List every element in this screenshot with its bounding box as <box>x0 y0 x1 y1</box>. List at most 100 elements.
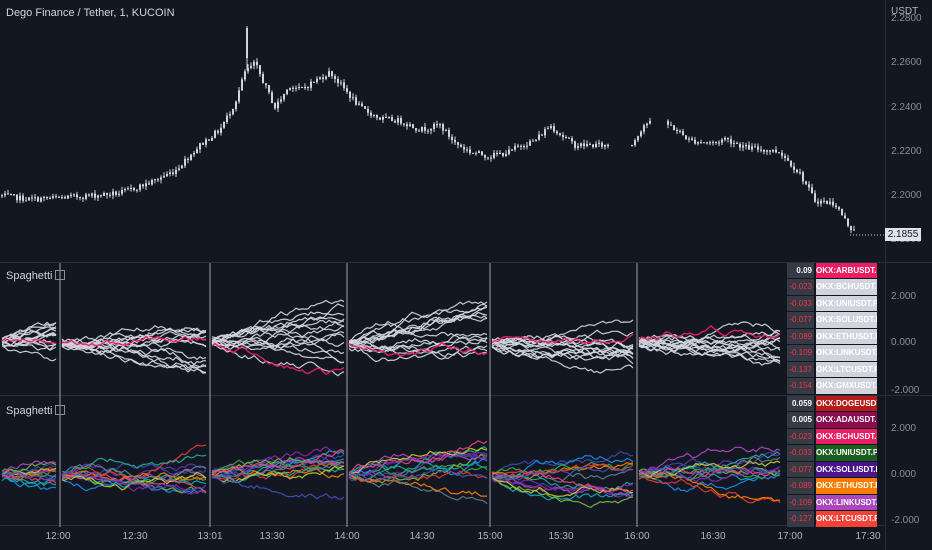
candle-body <box>544 129 546 136</box>
candle-body <box>223 122 225 128</box>
candle-body <box>391 117 393 121</box>
spaghetti-line <box>491 463 634 477</box>
candle-body <box>823 200 825 202</box>
candle-body <box>364 106 366 109</box>
candle-body <box>289 88 291 90</box>
candle-body <box>325 76 327 79</box>
candle-body <box>577 146 579 148</box>
candle-body <box>484 154 486 158</box>
candle-body <box>235 101 237 110</box>
candle-body <box>487 157 489 159</box>
table-row: -0.109 OKX:LINKUSDT.P <box>787 345 877 361</box>
candle-body <box>358 103 360 105</box>
table-symbol: OKX:LTCUSDT.P <box>816 361 877 378</box>
candle-body <box>607 144 609 147</box>
candle-body <box>196 149 198 154</box>
candle-body <box>274 103 276 109</box>
candle-body <box>220 127 222 133</box>
spaghetti-line <box>1 321 57 340</box>
indicator-2-tick-label: -2.000 <box>891 515 920 526</box>
visibility-icon[interactable] <box>55 270 66 280</box>
candle-body <box>850 225 852 230</box>
table-value: -0.109 <box>787 345 814 361</box>
table-value: -0.023 <box>787 279 814 295</box>
table-symbol: OKX:BCHUSDT.P <box>816 279 877 295</box>
candle-body <box>523 145 525 147</box>
candle-body <box>733 143 735 145</box>
candle-body <box>418 130 420 132</box>
candle-body <box>310 81 312 88</box>
candle-body <box>148 183 150 185</box>
candle-body <box>682 131 684 136</box>
candle-body <box>337 79 339 83</box>
candle-body <box>736 143 738 145</box>
candle-body <box>139 184 141 190</box>
candle-body <box>91 193 93 196</box>
table-symbol: OKX:ETHUSDT.P <box>816 478 877 494</box>
table-row: -0.154 OKX:GMXUSDT.P <box>787 378 877 394</box>
candle-body <box>808 184 810 188</box>
table-symbol: OKX:DOGEUSDT.P <box>816 396 877 412</box>
candle-body <box>154 179 156 181</box>
candle-body <box>781 152 783 156</box>
candle-body <box>328 71 330 77</box>
candle-body <box>247 67 249 72</box>
candle-body <box>565 136 567 138</box>
candle-body <box>292 87 294 89</box>
spaghetti-line <box>638 477 781 504</box>
indicator-2-title[interactable]: Spaghetti <box>6 405 66 417</box>
candle-body <box>679 130 681 132</box>
indicator-1-title[interactable]: Spaghetti <box>6 270 66 282</box>
candle-body <box>421 126 423 132</box>
candle-body <box>799 172 801 174</box>
candle-body <box>394 120 396 123</box>
spaghetti-line <box>211 454 345 473</box>
candle-body <box>52 196 54 198</box>
table-row: -0.023 OKX:BCHUSDT.P <box>787 279 877 295</box>
table-value: 0.005 <box>787 412 814 428</box>
candle-body <box>61 197 63 199</box>
table-value: -0.089 <box>787 328 814 345</box>
candle-body <box>853 229 855 231</box>
candle-body <box>481 151 483 155</box>
candle-body <box>466 149 468 151</box>
candle-body <box>46 196 48 199</box>
table-symbol: OKX:ARBUSDT.P <box>816 263 877 279</box>
table-value: -0.033 <box>787 295 814 312</box>
spaghetti-line <box>348 476 488 505</box>
candle-body <box>151 179 153 185</box>
candle-body <box>715 141 717 143</box>
spaghetti-line <box>348 304 488 345</box>
candle-body <box>427 130 429 132</box>
candle-body <box>469 149 471 154</box>
candle-body <box>700 142 702 144</box>
candle-body <box>31 197 33 199</box>
visibility-icon[interactable] <box>55 405 66 415</box>
table-symbol: OKX:SOLUSDT.P <box>816 461 877 478</box>
candle-body <box>211 137 213 141</box>
candle-body <box>304 86 306 88</box>
candle-body <box>268 85 270 93</box>
price-tick-label: 2.2400 <box>891 102 922 113</box>
candle-body <box>439 124 441 126</box>
spaghetti-line <box>491 339 634 356</box>
candle-body <box>217 130 219 133</box>
candle-body <box>88 194 90 196</box>
candle-body <box>697 142 699 144</box>
spaghetti-line <box>491 450 634 475</box>
candle-body <box>709 142 711 144</box>
candle-body <box>169 172 171 174</box>
candle-body <box>706 142 708 144</box>
candle-body <box>250 65 252 68</box>
candle-body <box>343 82 345 89</box>
spaghetti-line <box>348 447 488 476</box>
candle-body <box>103 193 105 196</box>
candle-body <box>454 140 456 143</box>
candle-body <box>634 140 636 146</box>
candle-body <box>262 74 264 84</box>
candle-body <box>775 149 777 153</box>
spaghetti-line <box>491 478 634 494</box>
candle-body <box>340 82 342 84</box>
